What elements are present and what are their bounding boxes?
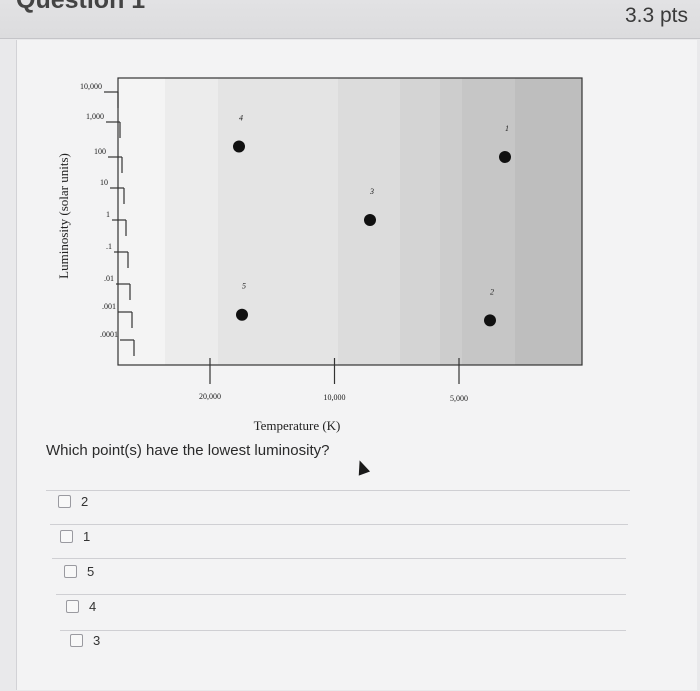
answer-label: 5 [87, 563, 95, 579]
data-point-label: 3 [369, 187, 374, 196]
y-tick-label: 10 [100, 178, 108, 187]
x-tick-label: 10,000 [324, 393, 346, 402]
plot-band [165, 78, 218, 365]
plot-band [515, 78, 582, 365]
question-text: Which point(s) have the lowest luminosit… [46, 442, 330, 459]
answer-option[interactable]: 3 [70, 628, 100, 652]
answer-label: 3 [93, 632, 101, 648]
y-tick-label: .0001 [100, 330, 118, 339]
divider [52, 558, 626, 559]
data-point-label: 5 [242, 282, 246, 291]
question-title: Question 1 [16, 0, 146, 14]
y-tick-label: .01 [104, 274, 114, 283]
checkbox-icon[interactable] [64, 564, 77, 578]
answer-label: 1 [83, 528, 91, 544]
plot-bands [118, 78, 582, 365]
x-tick-label: 5,000 [450, 394, 468, 403]
data-point-label: 4 [239, 113, 243, 122]
data-point-5 [236, 308, 248, 321]
checkbox-icon[interactable] [58, 494, 71, 508]
x-tick-label: 20,000 [199, 392, 221, 401]
data-point-label: 1 [505, 124, 509, 133]
plot-frame [117, 77, 583, 366]
y-axis: 10,000 1,000 100 10 1 .1 .01 .001 .0001 [80, 82, 135, 356]
answer-label: 4 [89, 598, 97, 614]
y-tick-label: 1 [106, 210, 110, 219]
data-point-4 [233, 140, 245, 153]
data-point-label: 2 [490, 287, 494, 296]
y-tick-label: .1 [106, 242, 112, 251]
checkbox-icon[interactable] [66, 599, 79, 613]
divider [60, 630, 626, 631]
y-tick-label: .001 [102, 302, 116, 311]
x-axis-label: Temperature (K) [254, 418, 341, 433]
y-tick-label: 100 [94, 147, 106, 156]
y-tick-label: 10,000 [80, 82, 102, 91]
plot-band [440, 78, 462, 365]
question-points: 3.3 pts [624, 4, 688, 27]
answer-option[interactable]: 4 [66, 594, 96, 618]
answer-option[interactable]: 5 [64, 559, 94, 583]
checkbox-icon[interactable] [70, 633, 83, 647]
question-header: Question 1 3.3 pts [0, 0, 700, 39]
answer-label: 2 [81, 493, 89, 509]
data-points: 1 2 3 4 5 [233, 113, 511, 327]
divider [50, 524, 628, 525]
data-point-1 [499, 151, 511, 163]
answer-option[interactable]: 2 [58, 489, 88, 513]
answer-option[interactable]: 1 [60, 524, 90, 548]
divider [56, 594, 626, 595]
data-point-3 [364, 214, 376, 226]
x-axis: 20,000 10,000 5,000 [199, 358, 468, 403]
divider [46, 490, 630, 491]
checkbox-icon[interactable] [60, 529, 73, 543]
y-axis-label: Luminosity (solar units) [56, 153, 71, 279]
plot-band [400, 78, 440, 365]
data-point-2 [484, 314, 496, 327]
y-tick-label: 1,000 [86, 112, 104, 121]
